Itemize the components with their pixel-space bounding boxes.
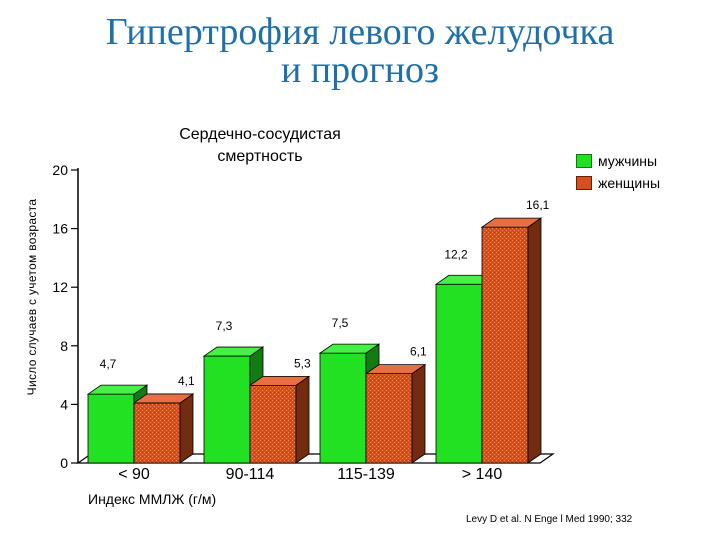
y-tick-label: 20 bbox=[52, 162, 68, 178]
bar-men-top bbox=[318, 343, 381, 354]
y-tick-label: 4 bbox=[60, 396, 68, 412]
data-label: 12,2 bbox=[444, 247, 468, 261]
data-label: 4,7 bbox=[100, 357, 117, 371]
bar-women-side bbox=[527, 217, 542, 464]
x-category-label: < 90 bbox=[118, 466, 150, 483]
bar-women-top bbox=[248, 375, 311, 386]
y-tick-label: 8 bbox=[60, 338, 68, 354]
bar-men-top bbox=[202, 346, 265, 357]
chart-title: Сердечно-сосудистая смертность bbox=[179, 126, 341, 165]
bar-men-front bbox=[87, 393, 135, 464]
data-label: 6,1 bbox=[410, 345, 427, 359]
bar-women-front bbox=[481, 226, 529, 464]
bar-women-top bbox=[480, 217, 543, 228]
bar-women-top bbox=[132, 393, 195, 404]
slide-title-line1: Гипертрофия левого желудочка bbox=[105, 11, 615, 53]
data-label: 7,3 bbox=[216, 319, 233, 333]
slide-title-line2: и прогноз bbox=[280, 49, 440, 91]
legend-label-women: женщины bbox=[598, 175, 661, 191]
data-label: 5,3 bbox=[294, 356, 311, 370]
bar-women-front bbox=[365, 373, 413, 464]
data-label: 4,1 bbox=[178, 374, 195, 388]
y-tick-label: 16 bbox=[52, 221, 68, 237]
legend-swatch-women bbox=[576, 176, 592, 190]
data-label: 7,5 bbox=[332, 316, 349, 330]
data-label: 16,1 bbox=[526, 198, 550, 212]
legend-swatch-men bbox=[576, 154, 592, 168]
bar-women-top bbox=[364, 364, 427, 375]
bar-women-front bbox=[249, 384, 297, 464]
bar-men-front bbox=[435, 283, 483, 464]
bar-women-side bbox=[179, 393, 194, 464]
x-axis-title: Индекс ММЛЖ (г/м) bbox=[88, 491, 217, 507]
legend: мужчины женщины bbox=[576, 150, 660, 194]
bar-men-front bbox=[319, 352, 367, 464]
legend-item-men: мужчины bbox=[576, 150, 660, 172]
legend-label-men: мужчины bbox=[598, 153, 658, 169]
bar-men-top bbox=[86, 384, 149, 395]
x-category-label: 90-114 bbox=[226, 466, 275, 483]
bar-women-front bbox=[133, 402, 181, 464]
y-tick-label: 12 bbox=[52, 279, 68, 295]
legend-item-women: женщины bbox=[576, 172, 660, 194]
bar-women-side bbox=[411, 363, 426, 464]
bar-men-front bbox=[203, 355, 251, 464]
x-category-label: > 140 bbox=[462, 466, 503, 483]
x-category-label: 115-139 bbox=[337, 466, 395, 483]
bar-women-side bbox=[295, 375, 310, 464]
citation: Levy D et al. N Enge l Med 1990; 332 bbox=[466, 514, 633, 525]
y-tick-label: 0 bbox=[60, 455, 68, 471]
